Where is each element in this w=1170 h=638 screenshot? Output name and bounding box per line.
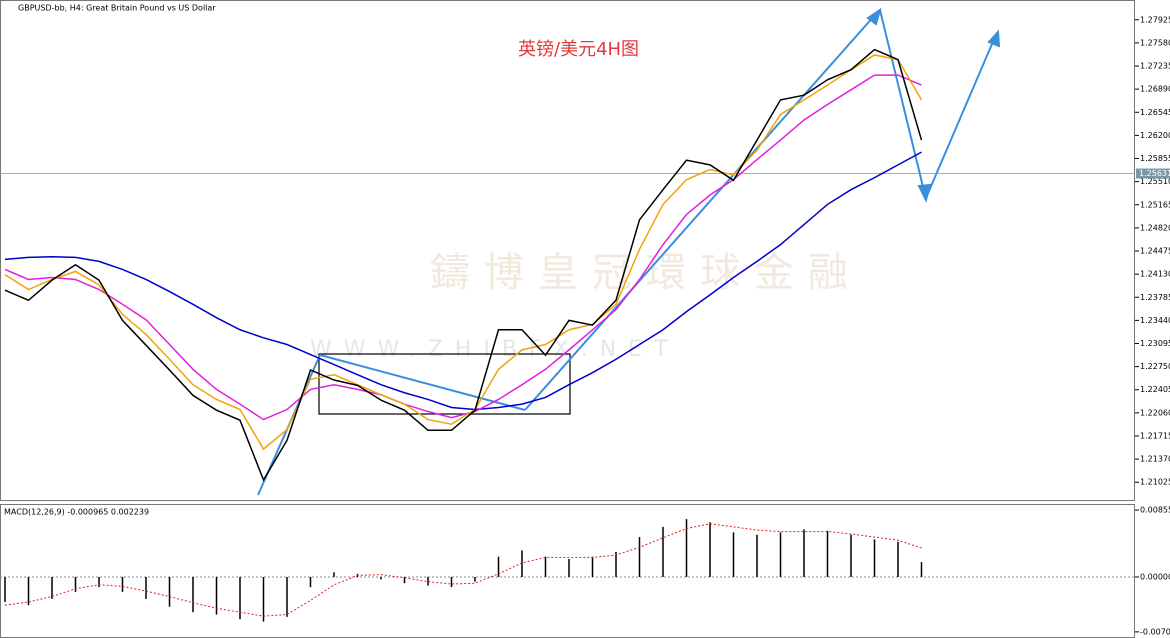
trend-arrows <box>257 7 1001 496</box>
y-tick-label: 1.26545 <box>1140 108 1170 117</box>
y-tick-label: 0.008550 <box>1140 506 1170 515</box>
y-tick-label: 1.25855 <box>1140 154 1170 163</box>
y-tick-label: 1.22405 <box>1140 385 1170 394</box>
last-price-label: 1.25631 <box>1139 169 1170 178</box>
y-tick-label: 0.000000 <box>1140 572 1170 581</box>
series-line <box>4 151 922 411</box>
y-tick-label: 1.24475 <box>1140 247 1170 256</box>
y-tick-label: 1.25165 <box>1140 200 1170 209</box>
macd-pane <box>0 504 1135 638</box>
macd-title: MACD(12,26,9) -0.000965 0.002239 <box>4 508 149 517</box>
series-line <box>4 54 923 451</box>
y-tick-label: 1.27925 <box>1140 15 1170 24</box>
y-tick-label: 1.21370 <box>1140 455 1170 464</box>
y-tick-label: 1.22750 <box>1140 362 1170 371</box>
series-line <box>4 523 922 617</box>
y-tick-label: 1.27580 <box>1140 38 1170 47</box>
chart-title: GBPUSD-bb, H4: Great Britain Pound vs US… <box>18 4 216 13</box>
price-pane <box>0 0 1135 501</box>
y-tick-label: 1.24820 <box>1140 223 1170 232</box>
last-price-box <box>1136 168 1170 179</box>
y-tick-label: 1.22060 <box>1140 408 1170 417</box>
y-tick-label: 1.21025 <box>1140 478 1170 487</box>
y-tick-label: 1.25510 <box>1140 177 1170 186</box>
y-tick-label: 1.23785 <box>1140 293 1170 302</box>
series-line <box>4 74 922 421</box>
y-tick-label: 1.23440 <box>1140 316 1170 325</box>
watermark-url: WWW.ZHIBFX.NET <box>310 337 679 362</box>
annotation: 英镑/美元4H图 <box>518 39 639 60</box>
y-tick-label: 1.24130 <box>1140 270 1170 279</box>
series-line <box>4 48 923 482</box>
y-tick-label: 1.26200 <box>1140 131 1170 140</box>
y-tick-label: 1.21715 <box>1140 431 1170 440</box>
y-tick-label: -0.007018 <box>1140 627 1170 636</box>
y-tick-label: 1.23095 <box>1140 339 1170 348</box>
y-tick-label: 1.26890 <box>1140 85 1170 94</box>
watermark: 鑄博皇冠環球金融 <box>430 250 862 296</box>
y-tick-label: 1.27235 <box>1140 62 1170 71</box>
